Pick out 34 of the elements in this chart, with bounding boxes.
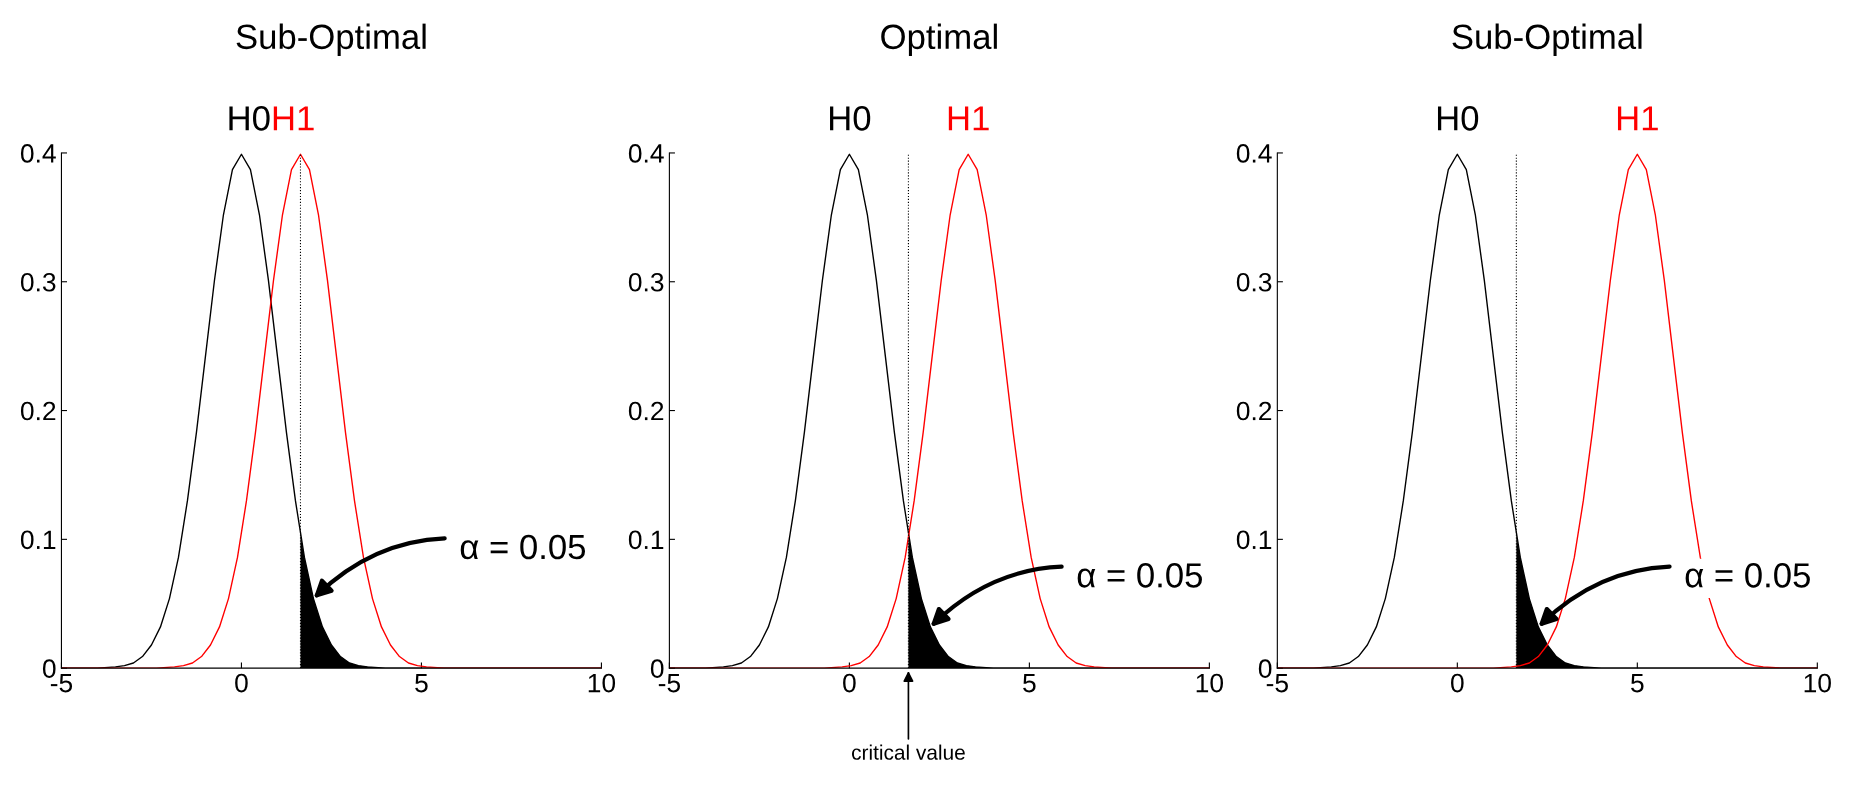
x-tick-label: 10 [588,673,616,693]
x-tick-label: 5 [1023,673,1036,693]
x-tick-label: 0 [235,673,248,693]
x-tick-label: 10 [1196,673,1224,693]
series-label: H0 [229,106,270,131]
series-label: H0 [830,106,871,131]
annotation: α = 0.05 [1077,563,1202,588]
y-tick-label: 0.4 [1236,144,1272,163]
y-tick-label: 0.2 [20,401,56,421]
annotation: α = 0.05 [1685,563,1810,588]
y-tick-label: 0.2 [628,401,664,421]
x-tick-label: 0 [1451,673,1464,693]
y-tick-label: 0.3 [628,272,664,292]
y-tick-label: 0.1 [20,530,56,550]
x-tick-label: 0 [843,673,856,693]
y-tick-label: 0.2 [1236,401,1272,421]
y-tick-label: 0.1 [1236,530,1272,550]
y-tick-label: 0.4 [628,144,664,163]
series-label: H1 [273,106,314,131]
x-tick-label: 5 [415,673,428,693]
chart-title: Sub-Optimal [1452,23,1642,56]
series-label: H1 [1617,106,1658,131]
annotation: α = 0.05 [460,534,586,560]
y-tick-label: 0.4 [20,144,56,163]
y-tick-label: 0.3 [1236,272,1272,292]
annotation: critical value [852,744,965,760]
x-tick-label: 5 [1631,673,1644,693]
x-tick-label: 10 [1804,673,1831,693]
y-tick-label: 0.1 [628,530,664,550]
series-label: H0 [1437,106,1479,131]
chart-title: Optimal [881,23,997,56]
series-label: H1 [948,106,989,131]
y-tick-label: 0.3 [20,272,56,292]
chart-title: Sub-Optimal [236,23,426,56]
